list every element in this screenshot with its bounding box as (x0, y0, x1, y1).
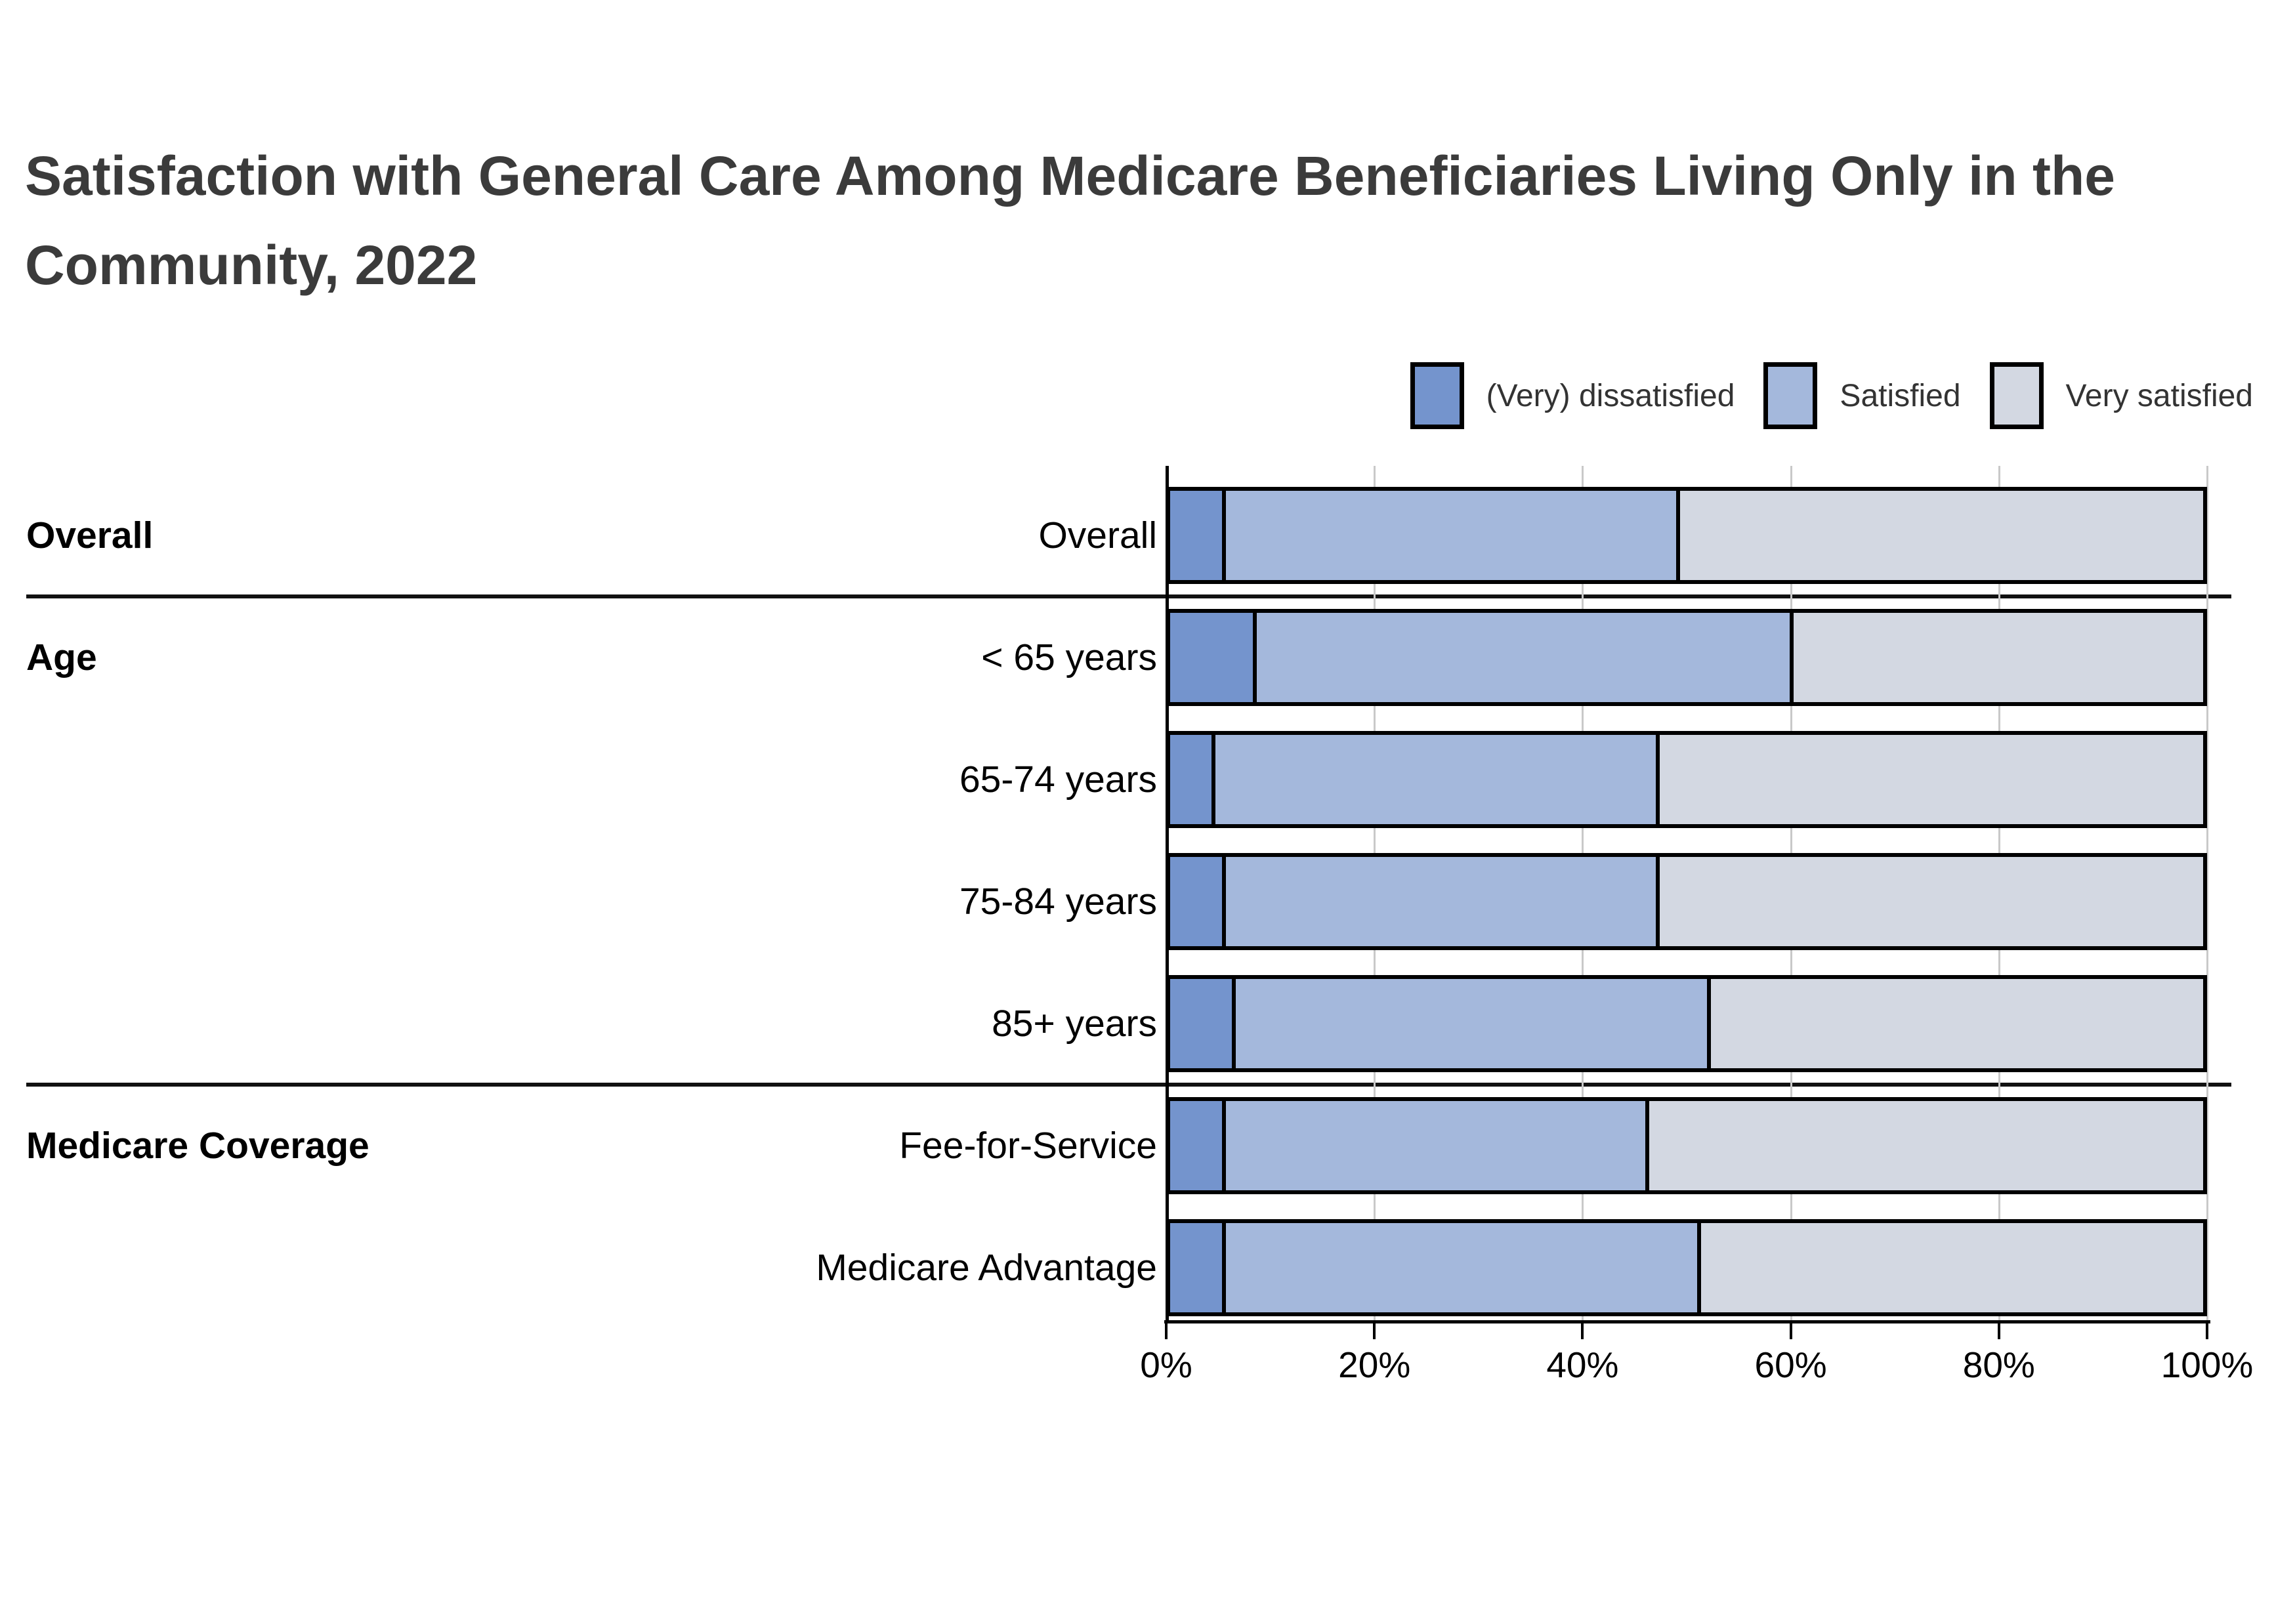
bar-segment-very-satisfied (1707, 979, 2203, 1068)
row-label: Overall (1038, 514, 1157, 556)
axis-tick-label: 0% (1140, 1344, 1192, 1385)
row-label: 75-84 years (959, 881, 1157, 923)
bar-segment-very-satisfied (1645, 1101, 2203, 1190)
row-label: < 65 years (981, 636, 1157, 678)
bar-row (1166, 731, 2207, 828)
legend-label: (Very) dissatisfied (1486, 378, 1735, 413)
x-axis-line (1164, 1320, 2210, 1323)
bar-segment-very-satisfied (1655, 735, 2203, 824)
bar-segment-satisfied (1232, 979, 1708, 1068)
bar-segment-satisfied (1221, 1223, 1697, 1312)
group-separator-line (26, 594, 2231, 598)
group-label: Age (26, 636, 97, 678)
legend-item: Very satisfied (1989, 362, 2253, 429)
legend-swatch (1989, 362, 2044, 429)
axis-tick-label: 100% (2160, 1344, 2254, 1385)
chart-title: Satisfaction with General Care Among Med… (25, 131, 2115, 310)
bar-segment-very-satisfied (1655, 857, 2203, 946)
legend-label: Satisfied (1840, 378, 1961, 413)
bar-segment-very-satisfied (1790, 613, 2203, 702)
bar-segment-dissatisfied (1170, 979, 1232, 1068)
legend-swatch (1410, 362, 1464, 429)
bar-row (1166, 975, 2207, 1072)
axis-tick (1997, 1323, 2000, 1339)
row-label: Fee-for-Service (899, 1125, 1157, 1167)
bar-segment-satisfied (1252, 613, 1790, 702)
group-separator-line (26, 1083, 2231, 1087)
axis-tick (1165, 1323, 1168, 1339)
bar-segment-satisfied (1211, 735, 1656, 824)
bar-segment-dissatisfied (1170, 857, 1222, 946)
axis-tick-label: 80% (1962, 1344, 2035, 1385)
bar-segment-dissatisfied (1170, 735, 1211, 824)
group-label: Medicare Coverage (26, 1125, 369, 1167)
bar-segment-very-satisfied (1676, 491, 2203, 580)
bar-segment-satisfied (1221, 1101, 1646, 1190)
bar-segment-satisfied (1221, 857, 1656, 946)
row-label: 85+ years (992, 1003, 1157, 1045)
axis-tick-label: 60% (1754, 1344, 1827, 1385)
bar-segment-dissatisfied (1170, 491, 1222, 580)
axis-tick-label: 20% (1338, 1344, 1411, 1385)
chart-title-line-2: Community, 2022 (25, 234, 478, 296)
bar-segment-very-satisfied (1696, 1223, 2203, 1312)
legend-item: Satisfied (1763, 362, 1961, 429)
axis-tick (1373, 1323, 1376, 1339)
bar-segment-dissatisfied (1170, 1101, 1222, 1190)
axis-tick (2206, 1323, 2208, 1339)
bar-segment-dissatisfied (1170, 1223, 1222, 1312)
plot-area: 0% 20% 40% 60% 80% 100% (1140, 466, 2253, 1385)
legend-swatch (1763, 362, 1818, 429)
chart-title-line-1: Satisfaction with General Care Among Med… (25, 145, 2116, 207)
row-label: Medicare Advantage (816, 1247, 1157, 1289)
legend-item: (Very) dissatisfied (1410, 362, 1735, 429)
legend-label: Very satisfied (2065, 378, 2253, 413)
gridline (2206, 466, 2208, 1322)
bar-row (1166, 1219, 2207, 1316)
row-label: 65-74 years (959, 759, 1157, 801)
bar-segment-satisfied (1221, 491, 1677, 580)
axis-tick-label: 40% (1546, 1344, 1619, 1385)
axis-tick (1581, 1323, 1584, 1339)
bar-row (1166, 487, 2207, 584)
axis-tick (1789, 1323, 1792, 1339)
bar-row (1166, 609, 2207, 706)
chart-legend: (Very) dissatisfied Satisfied Very satisfi… (1410, 362, 2253, 429)
group-label: Overall (26, 514, 154, 556)
bar-row (1166, 853, 2207, 950)
bar-row (1166, 1097, 2207, 1194)
bar-segment-dissatisfied (1170, 613, 1253, 702)
